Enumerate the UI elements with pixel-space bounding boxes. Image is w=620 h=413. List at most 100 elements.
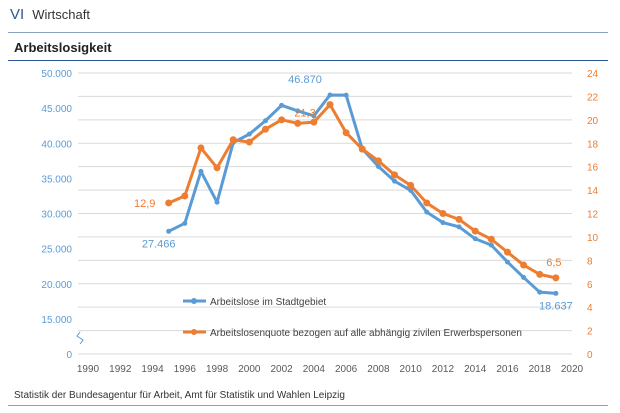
y-right-tick-label: 22 <box>587 92 599 103</box>
x-tick-label: 2016 <box>496 364 519 375</box>
data-point <box>279 102 285 108</box>
data-label: 12,9 <box>134 198 155 210</box>
data-point <box>198 168 204 174</box>
data-point <box>182 220 188 226</box>
x-tick-label: 2014 <box>464 364 487 375</box>
y-right-tick-label: 0 <box>587 350 593 361</box>
data-point <box>374 157 382 165</box>
section-title: Wirtschaft <box>32 7 90 22</box>
y-left-tick-label: 40.000 <box>41 139 72 150</box>
y-left-tick-label: 20.000 <box>41 280 72 291</box>
data-point <box>487 235 495 243</box>
data-label: 46.870 <box>288 74 322 86</box>
x-tick-label: 1996 <box>174 364 197 375</box>
data-point <box>343 92 349 98</box>
data-point <box>504 259 510 265</box>
y-left-tick-label: 45.000 <box>41 104 72 115</box>
data-point <box>456 224 462 230</box>
legend-label: Arbeitslosenquote bezogen auf alle abhän… <box>210 328 522 339</box>
data-point <box>261 125 269 133</box>
section-header: VI Wirtschaft <box>10 6 90 23</box>
section-number: VI <box>10 6 25 23</box>
x-tick-label: 2002 <box>270 364 293 375</box>
x-tick-label: 2010 <box>400 364 423 375</box>
legend-label: Arbeitslose im Stadtgebiet <box>210 297 326 308</box>
legend-marker <box>191 329 197 335</box>
data-point <box>165 199 173 207</box>
data-point <box>553 290 559 296</box>
data-point <box>424 209 430 215</box>
y-right-tick-label: 14 <box>587 186 599 197</box>
data-point <box>439 210 447 217</box>
y-left-tick-label: 35.000 <box>41 174 72 185</box>
y-left-tick-label: 0 <box>66 350 72 361</box>
data-point <box>520 261 528 269</box>
y-right-tick-label: 18 <box>587 139 599 150</box>
y-right-tick-label: 10 <box>587 233 599 244</box>
divider <box>8 32 608 33</box>
source-note: Statistik der Bundesagentur für Arbeit, … <box>14 390 345 401</box>
data-point <box>408 187 414 193</box>
data-point <box>326 101 334 109</box>
data-point <box>213 164 221 172</box>
data-point <box>423 199 431 207</box>
data-point <box>181 192 189 200</box>
chart-title: Arbeitslosigkeit <box>14 40 112 55</box>
x-tick-label: 2012 <box>432 364 455 375</box>
x-tick-label: 2000 <box>238 364 261 375</box>
y-right-tick-label: 4 <box>587 303 593 314</box>
data-point <box>375 163 381 169</box>
data-point <box>262 118 268 124</box>
data-label: 27.466 <box>142 238 176 250</box>
data-label: 6,5 <box>546 257 561 269</box>
x-tick-label: 2020 <box>561 364 584 375</box>
data-point <box>455 215 463 223</box>
y-right-tick-label: 8 <box>587 256 593 267</box>
data-point <box>229 136 237 144</box>
data-point <box>391 171 399 179</box>
y-right-tick-label: 6 <box>587 280 593 291</box>
data-point <box>245 138 253 146</box>
data-point <box>392 178 398 184</box>
x-tick-label: 2004 <box>303 364 326 375</box>
x-tick-label: 1998 <box>206 364 229 375</box>
data-point <box>166 228 172 234</box>
data-point <box>278 116 286 124</box>
y-right-tick-label: 24 <box>587 69 599 80</box>
data-point <box>295 108 301 114</box>
series-line <box>168 93 556 295</box>
data-point <box>327 92 333 98</box>
x-tick-label: 1994 <box>141 364 164 375</box>
data-point <box>503 248 511 256</box>
data-point <box>342 129 350 137</box>
y-right-tick-label: 20 <box>587 116 599 127</box>
divider <box>8 405 608 406</box>
y-right-tick-label: 16 <box>587 163 599 174</box>
x-tick-label: 2006 <box>335 364 358 375</box>
data-point <box>472 236 478 242</box>
divider <box>8 60 608 61</box>
y-right-tick-label: 12 <box>587 210 599 221</box>
data-label: 18.637 <box>539 300 573 312</box>
x-tick-label: 2008 <box>367 364 390 375</box>
data-point <box>537 289 543 295</box>
x-tick-label: 1990 <box>77 364 100 375</box>
data-point <box>521 274 527 280</box>
x-tick-label: 2018 <box>529 364 552 375</box>
data-point <box>294 119 302 127</box>
data-point <box>310 118 318 126</box>
data-point <box>197 144 205 152</box>
data-point <box>214 199 220 205</box>
y-left-tick-label: 30.000 <box>41 210 72 221</box>
x-tick-label: 1992 <box>109 364 132 375</box>
y-left-tick-label: 25.000 <box>41 245 72 256</box>
axis-break-icon <box>76 331 84 345</box>
y-left-tick-label: 15.000 <box>41 315 72 326</box>
data-point <box>488 242 494 248</box>
legend-marker <box>191 298 197 304</box>
data-point <box>311 113 317 119</box>
data-point <box>471 227 479 235</box>
data-label: 21,3 <box>294 108 315 120</box>
y-left-tick-label: 50.000 <box>41 69 72 80</box>
